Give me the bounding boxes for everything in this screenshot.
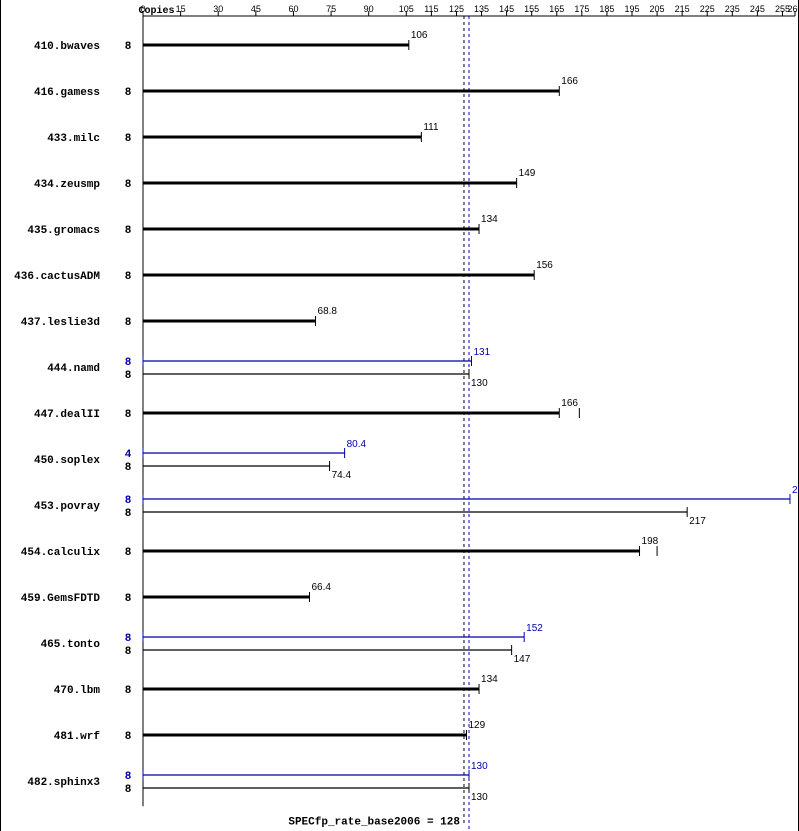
value-label-base: 156 (536, 260, 553, 271)
value-label-base: 111 (423, 122, 439, 133)
copies-value-base: 8 (125, 508, 132, 520)
value-label-base: 129 (468, 720, 485, 731)
axis-tick-label: 175 (574, 4, 589, 14)
copies-value-base: 8 (125, 784, 132, 796)
copies-value-base: 8 (125, 179, 132, 191)
copies-value-base: 8 (125, 685, 132, 697)
benchmark-label: 450.soplex (34, 455, 100, 467)
benchmark-label: 435.gromacs (27, 225, 100, 237)
benchmark-label: 436.cactusADM (14, 271, 100, 283)
benchmark-label: 482.sphinx3 (27, 777, 100, 789)
axis-tick-label: 205 (650, 4, 665, 14)
axis-tick-label: 225 (700, 4, 715, 14)
copies-value-base: 8 (125, 87, 132, 99)
axis-tick-label: 75 (326, 4, 336, 14)
benchmark-label: 453.povray (34, 501, 100, 513)
axis-tick-label: 125 (449, 4, 464, 14)
axis-tick-label: 235 (725, 4, 740, 14)
axis-tick-label: 45 (251, 4, 261, 14)
copies-value-base: 8 (125, 731, 132, 743)
axis-tick-label: 15 (176, 4, 186, 14)
copies-value-base: 8 (125, 225, 132, 237)
axis-tick-label: 115 (424, 4, 438, 14)
copies-value-base: 8 (125, 317, 132, 329)
value-label-peak: 258 (792, 485, 799, 496)
value-label-base: 68.8 (318, 306, 338, 317)
value-label-base: 134 (481, 214, 498, 225)
copies-value-base: 8 (125, 646, 132, 658)
benchmark-label: 454.calculix (21, 547, 101, 559)
axis-tick-label: 215 (675, 4, 690, 14)
copies-value-base: 8 (125, 133, 132, 145)
benchmark-label: 410.bwaves (34, 41, 100, 53)
value-label-base: 147 (514, 654, 531, 665)
axis-tick-label: 90 (364, 4, 374, 14)
copies-value-peak: 8 (125, 357, 132, 369)
axis-tick-label: 145 (499, 4, 514, 14)
copies-value-base: 8 (125, 370, 132, 382)
copies-value-base: 8 (125, 593, 132, 605)
copies-value-peak: 8 (125, 771, 132, 783)
axis-tick-label: 60 (288, 4, 298, 14)
summary-base: SPECfp_rate_base2006 = 128 (288, 816, 460, 828)
copies-value-peak: 4 (125, 449, 132, 461)
axis-tick-label: 105 (399, 4, 414, 14)
value-label-base: 149 (519, 168, 536, 179)
benchmark-label: 444.namd (47, 363, 100, 375)
value-label-base: 166 (561, 398, 578, 409)
value-label-base: 66.4 (312, 582, 332, 593)
copies-value-base: 8 (125, 41, 132, 53)
value-label-base: 130 (471, 792, 488, 803)
benchmark-label: 459.GemsFDTD (21, 593, 101, 605)
copies-value-base: 8 (125, 271, 132, 283)
benchmark-label: 470.lbm (54, 685, 101, 697)
value-label-peak: 152 (526, 623, 543, 634)
value-label-peak: 130 (471, 761, 488, 772)
value-label-base: 166 (561, 76, 578, 87)
benchmark-label: 433.milc (47, 133, 100, 145)
axis-tick-label: 245 (750, 4, 765, 14)
axis-tick-label: 135 (474, 4, 489, 14)
axis-tick-label: 185 (599, 4, 614, 14)
benchmark-label: 416.gamess (34, 87, 100, 99)
value-label-base: 106 (411, 30, 428, 41)
value-label-base: 198 (642, 536, 659, 547)
axis-tick-label: 260 (787, 4, 799, 14)
benchmark-label: 465.tonto (41, 639, 101, 651)
benchmark-label: 437.leslie3d (21, 317, 100, 329)
value-label-base: 130 (471, 378, 488, 389)
copies-value-base: 8 (125, 409, 132, 421)
axis-tick-label: 155 (524, 4, 539, 14)
benchmark-label: 447.dealII (34, 409, 100, 421)
axis-tick-label: 195 (624, 4, 639, 14)
axis-tick-label: 30 (213, 4, 223, 14)
value-label-peak: 80.4 (347, 439, 367, 450)
copies-value-base: 8 (125, 547, 132, 559)
axis-tick-label: 165 (549, 4, 564, 14)
copies-value-base: 8 (125, 462, 132, 474)
copies-header: Copies (138, 5, 174, 17)
value-label-base: 134 (481, 674, 498, 685)
copies-value-peak: 8 (125, 495, 132, 507)
value-label-base: 74.4 (332, 470, 352, 481)
copies-value-peak: 8 (125, 633, 132, 645)
benchmark-label: 481.wrf (54, 731, 101, 743)
value-label-base: 217 (689, 516, 706, 527)
benchmark-label: 434.zeusmp (34, 179, 100, 191)
specfp-rate-chart: 0153045607590105115125135145155165175185… (0, 0, 799, 831)
value-label-peak: 131 (474, 347, 491, 358)
